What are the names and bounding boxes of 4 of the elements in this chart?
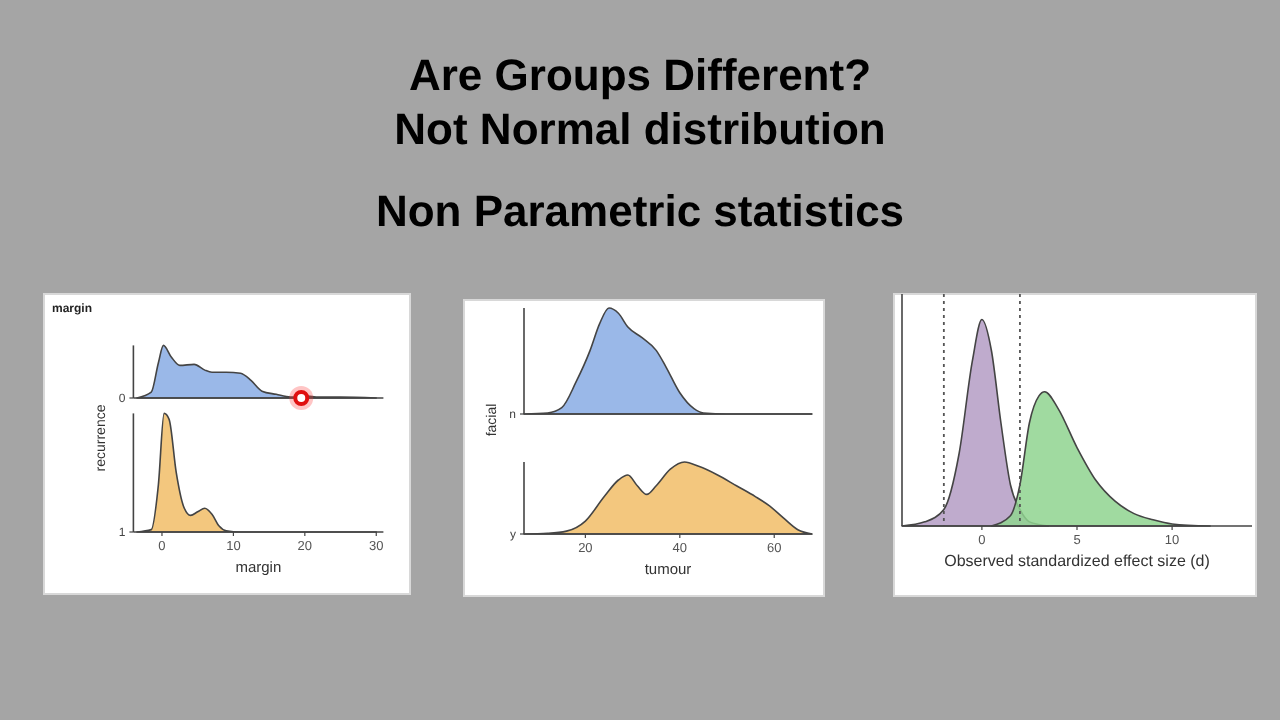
text: Not Normal distribution <box>394 104 886 154</box>
x-axis-title: Observed standardized effect size (d) <box>944 552 1211 570</box>
text: Are Groups Different? <box>408 50 872 100</box>
text: Non Parametric statistics <box>375 186 905 236</box>
